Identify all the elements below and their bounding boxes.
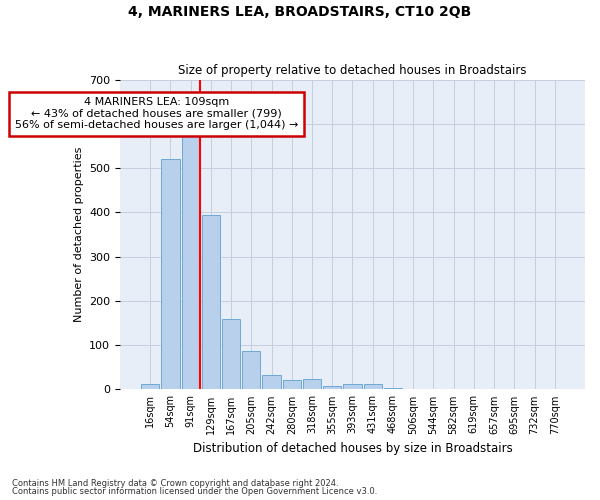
X-axis label: Distribution of detached houses by size in Broadstairs: Distribution of detached houses by size … (193, 442, 512, 455)
Text: Contains public sector information licensed under the Open Government Licence v3: Contains public sector information licen… (12, 487, 377, 496)
Bar (384, 388, 402, 390)
Bar (364, 384, 382, 390)
Text: Contains HM Land Registry data © Crown copyright and database right 2024.: Contains HM Land Registry data © Crown c… (12, 478, 338, 488)
Text: 4 MARINERS LEA: 109sqm
← 43% of detached houses are smaller (799)
56% of semi-de: 4 MARINERS LEA: 109sqm ← 43% of detached… (15, 98, 298, 130)
Bar (182, 132, 200, 390)
Title: Size of property relative to detached houses in Broadstairs: Size of property relative to detached ho… (178, 64, 527, 77)
Bar (161, 159, 179, 390)
Bar (262, 375, 281, 390)
Bar (222, 318, 240, 390)
Bar (303, 379, 321, 390)
Bar (283, 380, 301, 390)
Text: 4, MARINERS LEA, BROADSTAIRS, CT10 2QB: 4, MARINERS LEA, BROADSTAIRS, CT10 2QB (128, 5, 472, 19)
Bar (202, 214, 220, 390)
Bar (323, 386, 341, 390)
Y-axis label: Number of detached properties: Number of detached properties (74, 147, 83, 322)
Bar (343, 384, 362, 390)
Bar (141, 384, 160, 390)
Bar (242, 352, 260, 390)
